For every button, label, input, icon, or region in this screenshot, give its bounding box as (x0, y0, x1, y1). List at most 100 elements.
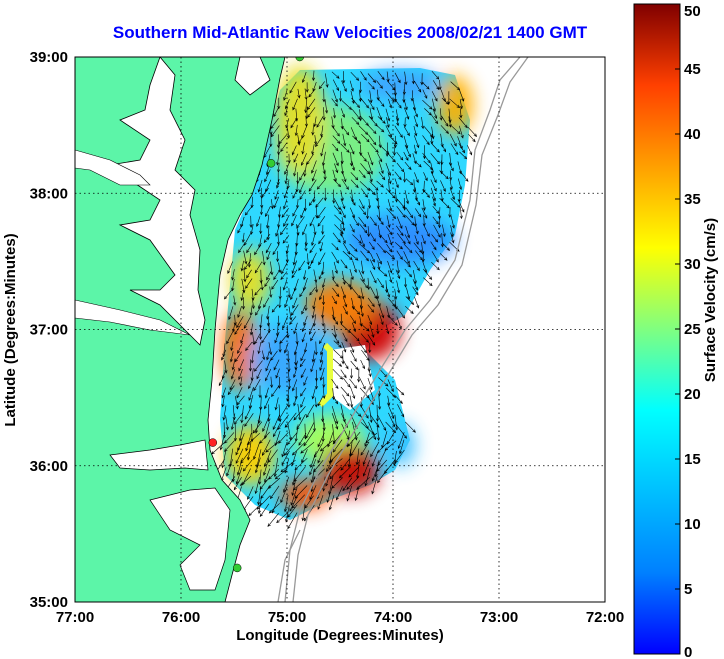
velocity-arrow (358, 81, 362, 94)
velocity-arrow (233, 295, 237, 306)
velocity-arrow (378, 171, 386, 181)
velocity-arrow (333, 325, 337, 338)
velocity-arrow (332, 79, 340, 92)
velocity-arrow (378, 304, 385, 319)
velocity-arrow (393, 450, 397, 466)
velocity-arrow (269, 133, 273, 148)
velocity-arrow (358, 151, 367, 162)
velocity-arrow (358, 109, 362, 122)
velocity-arrow (350, 440, 360, 457)
velocity-arrow (280, 142, 287, 153)
velocity-arrow (394, 125, 403, 138)
velocity-arrow (280, 486, 288, 504)
velocity-arrow (265, 242, 272, 254)
velocity-arrow (404, 161, 412, 171)
velocity-arrow (450, 225, 454, 238)
velocity-arrow (404, 305, 414, 314)
velocity-arrow (300, 387, 307, 397)
velocity-arrow (396, 250, 403, 260)
velocity-arrow (260, 278, 264, 291)
velocity-arrow (258, 385, 262, 399)
velocity-arrow (262, 439, 271, 457)
velocity-arrow (331, 406, 339, 425)
velocity-arrow (274, 397, 279, 411)
velocity-arrow (266, 214, 270, 229)
velocity-arrow (284, 297, 289, 308)
velocity-arrow (366, 207, 370, 220)
velocity-arrow (388, 98, 392, 109)
velocity-arrow (403, 277, 408, 288)
velocity-arrow (377, 243, 387, 254)
velocity-arrow (301, 332, 306, 343)
velocity-arrow (270, 199, 274, 210)
velocity-arrow (332, 189, 336, 204)
velocity-arrow (340, 286, 346, 299)
velocity-arrow (273, 359, 280, 371)
velocity-arrow (396, 316, 402, 330)
velocity-arrow (321, 278, 326, 289)
velocity-arrow (272, 244, 280, 256)
velocity-arrow (331, 379, 339, 389)
velocity-arrow (224, 432, 235, 444)
velocity-arrow (331, 413, 339, 430)
velocity-arrow (325, 73, 329, 88)
velocity-arrow (299, 169, 306, 181)
velocity-arrow (342, 305, 348, 315)
velocity-arrow (378, 233, 388, 244)
velocity-arrow (261, 331, 270, 344)
velocity-arrow (273, 269, 281, 281)
velocity-arrow (340, 386, 350, 397)
velocity-arrow (332, 358, 343, 367)
x-tick-label: 72:00 (586, 609, 624, 626)
velocity-arrow (249, 304, 253, 316)
velocity-arrow (422, 135, 430, 146)
velocity-arrow (231, 358, 236, 371)
velocity-arrow (383, 458, 396, 475)
velocity-arrow (277, 142, 281, 156)
velocity-arrow (256, 216, 261, 228)
velocity-arrow (371, 475, 378, 495)
velocity-arrow (333, 198, 341, 211)
velocity-arrow (245, 432, 252, 452)
velocity-arrow (405, 207, 414, 219)
velocity-arrow (422, 199, 426, 211)
velocity-arrow (359, 223, 368, 234)
velocity-arrow (342, 477, 353, 492)
velocity-arrow (449, 134, 457, 147)
velocity-arrow (237, 223, 244, 234)
velocity-arrow (236, 395, 245, 406)
velocity-arrow (341, 80, 347, 93)
velocity-arrow (280, 459, 296, 473)
velocity-arrow (396, 216, 403, 230)
velocity-arrow (280, 271, 288, 281)
velocity-arrow (349, 223, 355, 233)
velocity-arrow (246, 243, 253, 254)
velocity-arrow (421, 250, 425, 263)
velocity-arrow (358, 205, 367, 216)
velocity-arrow (249, 215, 253, 229)
velocity-arrow (370, 143, 379, 153)
velocity-arrow (386, 151, 396, 163)
x-axis-label: Longitude (Degrees:Minutes) (236, 627, 444, 644)
velocity-arrow (432, 216, 439, 225)
velocity-arrow (367, 161, 373, 175)
velocity-arrow (293, 406, 306, 421)
velocity-arrow (385, 387, 397, 398)
velocity-arrow (349, 368, 354, 379)
velocity-arrow (423, 160, 434, 171)
velocity-arrow (267, 404, 271, 423)
velocity-arrow (235, 396, 239, 410)
velocity-arrow (367, 226, 371, 238)
velocity-arrow (342, 71, 346, 84)
velocity-arrow (459, 108, 463, 119)
velocity-arrow (340, 108, 345, 118)
velocity-arrow (271, 279, 279, 290)
velocity-arrow (346, 485, 352, 502)
velocity-arrow (396, 162, 405, 173)
velocity-arrow (270, 350, 278, 361)
velocity-arrow (369, 90, 373, 104)
velocity-arrow (308, 197, 316, 206)
velocity-arrow (387, 395, 391, 406)
velocity-arrow (248, 379, 254, 390)
velocity-arrow (221, 395, 225, 408)
